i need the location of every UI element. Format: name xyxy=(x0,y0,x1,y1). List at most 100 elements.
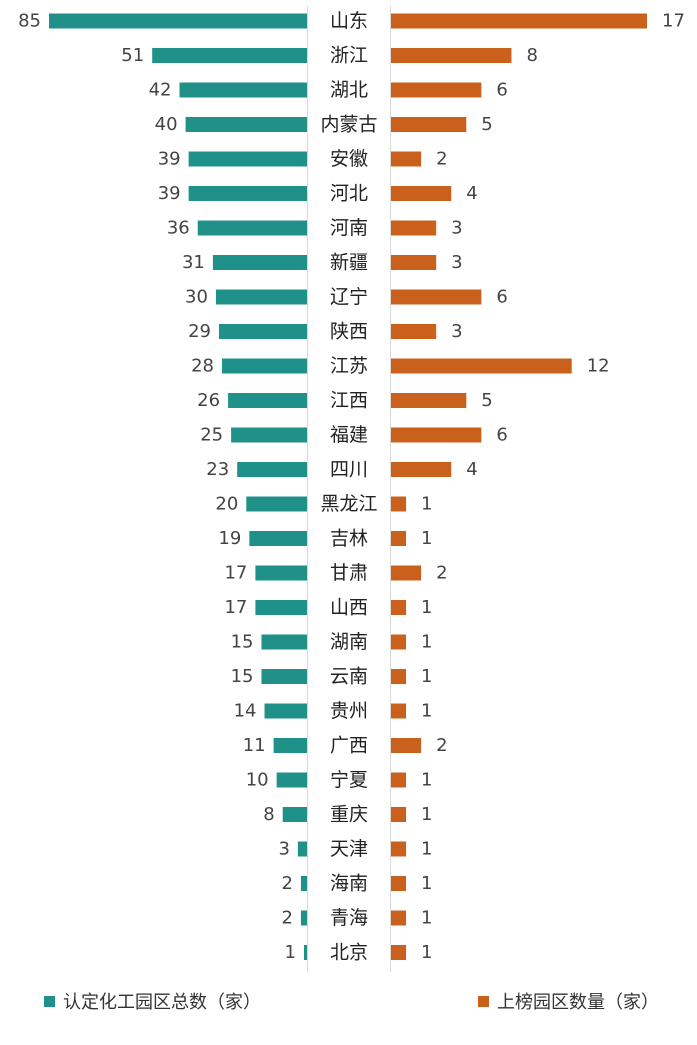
bar-right-19 xyxy=(391,669,407,684)
bar-left-13 xyxy=(237,462,307,477)
bar-left-2 xyxy=(179,82,307,98)
bar-left-7 xyxy=(212,255,307,270)
data-label-left-26: 2 xyxy=(281,908,292,929)
category-label-5: 河北 xyxy=(330,183,368,205)
bar-left-12 xyxy=(231,427,307,443)
category-label-10: 江苏 xyxy=(330,355,368,377)
bar-right-7 xyxy=(391,255,437,270)
bar-left-1 xyxy=(152,48,307,63)
bar-right-10 xyxy=(391,358,572,374)
bar-left-17 xyxy=(255,600,307,615)
category-label-27: 北京 xyxy=(330,942,368,964)
bar-right-25 xyxy=(391,876,407,891)
bar-right-15 xyxy=(391,531,407,546)
bar-left-3 xyxy=(185,117,307,132)
category-label-25: 海南 xyxy=(330,873,368,895)
category-label-13: 四川 xyxy=(330,459,368,481)
bar-right-18 xyxy=(391,634,407,650)
bar-right-9 xyxy=(391,324,437,339)
bar-left-23 xyxy=(282,807,307,822)
category-label-4: 安徽 xyxy=(330,148,368,170)
legend-item-right: 上榜园区数量（家） xyxy=(478,988,659,1014)
data-label-left-13: 23 xyxy=(206,459,229,480)
data-label-right-6: 3 xyxy=(451,218,462,239)
category-label-14: 黑龙江 xyxy=(320,493,377,515)
bar-left-15 xyxy=(249,531,307,546)
bar-left-9 xyxy=(218,324,307,339)
data-label-left-3: 40 xyxy=(155,114,178,135)
category-label-17: 山西 xyxy=(330,597,368,619)
bar-right-23 xyxy=(391,807,407,822)
data-label-left-6: 36 xyxy=(167,218,190,239)
category-label-15: 吉林 xyxy=(330,528,368,550)
bar-right-8 xyxy=(391,289,482,305)
bar-right-6 xyxy=(391,220,437,236)
bar-left-18 xyxy=(261,634,307,650)
data-label-right-7: 3 xyxy=(451,252,462,273)
data-label-left-1: 51 xyxy=(121,45,144,66)
data-label-left-25: 2 xyxy=(281,873,292,894)
bar-left-25 xyxy=(300,876,307,891)
category-label-18: 湖南 xyxy=(330,631,368,653)
bar-left-21 xyxy=(273,738,307,753)
bar-right-24 xyxy=(391,841,407,857)
data-label-right-9: 3 xyxy=(451,321,462,342)
bar-right-12 xyxy=(391,427,482,443)
data-label-left-22: 10 xyxy=(246,770,269,791)
data-label-right-27: 1 xyxy=(421,942,432,963)
data-label-left-23: 8 xyxy=(263,804,274,825)
data-label-right-3: 5 xyxy=(481,114,492,135)
data-label-right-18: 1 xyxy=(421,632,432,653)
category-label-21: 广西 xyxy=(330,735,368,757)
bar-left-11 xyxy=(228,393,307,408)
category-label-11: 江西 xyxy=(330,390,368,412)
data-label-right-24: 1 xyxy=(421,839,432,860)
category-label-2: 湖北 xyxy=(330,79,368,101)
data-label-right-21: 2 xyxy=(436,735,447,756)
data-label-right-5: 4 xyxy=(466,183,477,204)
bar-left-27 xyxy=(303,945,307,960)
bar-left-6 xyxy=(197,220,307,236)
bar-right-13 xyxy=(391,462,452,477)
category-label-6: 河南 xyxy=(330,217,368,239)
data-label-left-17: 17 xyxy=(224,597,247,618)
data-label-left-15: 19 xyxy=(218,528,241,549)
data-label-right-11: 5 xyxy=(481,390,492,411)
category-label-19: 云南 xyxy=(330,666,368,688)
data-label-left-12: 25 xyxy=(200,425,223,446)
data-label-left-7: 31 xyxy=(182,252,205,273)
data-label-left-2: 42 xyxy=(149,80,172,101)
bar-right-2 xyxy=(391,82,482,98)
category-label-12: 福建 xyxy=(330,424,368,446)
bar-right-22 xyxy=(391,772,407,788)
data-label-right-25: 1 xyxy=(421,873,432,894)
bar-left-0 xyxy=(49,13,307,29)
data-label-right-22: 1 xyxy=(421,770,432,791)
legend-item-left: 认定化工园区总数（家） xyxy=(44,988,261,1014)
data-label-right-4: 2 xyxy=(436,149,447,170)
bar-left-19 xyxy=(261,669,307,684)
bar-left-4 xyxy=(188,151,307,167)
data-label-right-13: 4 xyxy=(466,459,477,480)
legend-label-left: 认定化工园区总数（家） xyxy=(63,992,261,1013)
data-label-right-20: 1 xyxy=(421,701,432,722)
data-label-left-24: 3 xyxy=(278,839,289,860)
category-label-26: 青海 xyxy=(330,907,368,929)
data-label-right-26: 1 xyxy=(421,908,432,929)
bar-right-27 xyxy=(391,945,407,960)
bar-left-16 xyxy=(255,565,307,581)
bar-left-10 xyxy=(222,358,307,374)
data-label-right-19: 1 xyxy=(421,666,432,687)
bar-right-4 xyxy=(391,151,422,167)
data-label-left-9: 29 xyxy=(188,321,211,342)
category-label-23: 重庆 xyxy=(330,804,368,826)
category-label-22: 宁夏 xyxy=(330,769,368,791)
bar-right-21 xyxy=(391,738,422,753)
category-label-3: 内蒙古 xyxy=(320,114,377,136)
data-label-right-8: 6 xyxy=(496,287,507,308)
bar-left-5 xyxy=(188,186,307,201)
bar-right-26 xyxy=(391,910,407,926)
legend-swatch-right xyxy=(478,995,489,1007)
data-label-left-19: 15 xyxy=(231,666,254,687)
